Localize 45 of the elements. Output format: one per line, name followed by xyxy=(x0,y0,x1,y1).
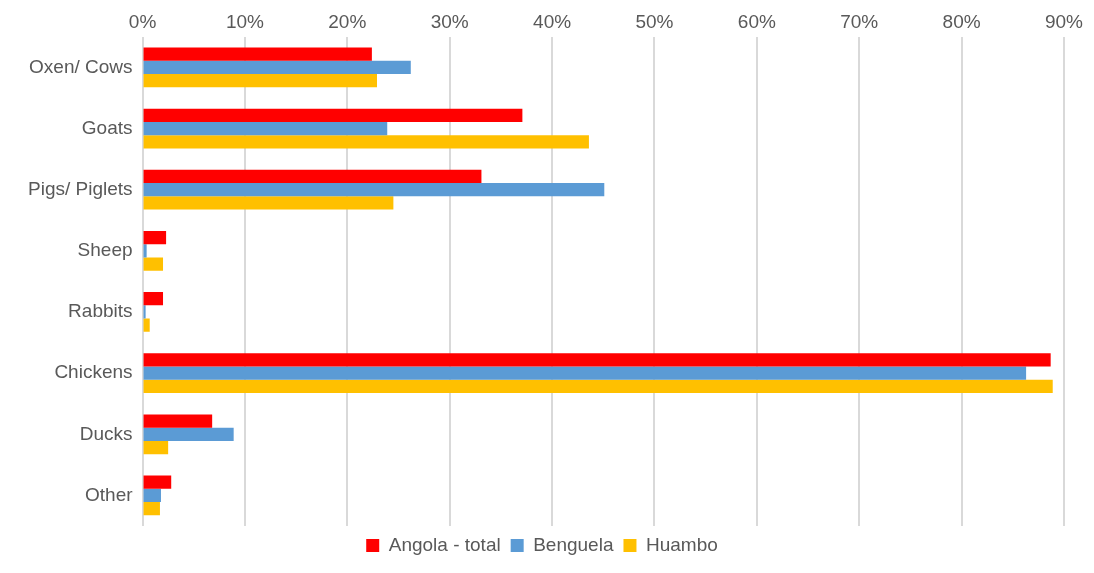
bar xyxy=(143,379,1053,393)
bar xyxy=(143,169,482,184)
bar xyxy=(143,318,150,332)
bar xyxy=(143,121,388,136)
legend-label: Benguela xyxy=(533,533,614,555)
y-tick-label: Goats xyxy=(81,116,133,138)
legend-label: Angola - total xyxy=(388,533,501,555)
x-tick-label: 60% xyxy=(737,10,776,32)
y-tick-label: Oxen/ Cows xyxy=(29,55,133,77)
bar xyxy=(143,257,164,271)
bar xyxy=(143,353,1051,367)
bar xyxy=(143,47,372,61)
bar xyxy=(143,292,164,306)
x-tick-label: 20% xyxy=(328,10,367,32)
bar xyxy=(143,108,523,122)
legend-label: Huambo xyxy=(645,533,718,555)
bar xyxy=(143,366,1027,380)
bar xyxy=(143,502,160,516)
y-tick-label: Chickens xyxy=(54,361,133,383)
x-tick-label: 10% xyxy=(225,10,265,32)
x-tick-label: 70% xyxy=(840,10,879,32)
bar xyxy=(143,440,169,455)
x-tick-label: 50% xyxy=(635,10,674,32)
bar xyxy=(143,74,377,88)
x-tick-label: 40% xyxy=(533,10,572,32)
bar xyxy=(143,196,394,210)
x-tick-label: 0% xyxy=(128,10,157,32)
y-tick-label: Other xyxy=(85,483,134,505)
bar xyxy=(143,414,213,428)
bar xyxy=(143,230,167,245)
x-tick-label: 90% xyxy=(1044,10,1084,32)
x-tick-label: 80% xyxy=(942,10,981,32)
bar xyxy=(143,305,146,319)
bar xyxy=(143,475,172,489)
bar xyxy=(143,135,589,149)
bar xyxy=(143,244,147,258)
bar xyxy=(143,488,161,503)
y-tick-label: Pigs/ Piglets xyxy=(28,177,133,199)
y-tick-label: Rabbits xyxy=(68,300,133,322)
x-tick-label: 30% xyxy=(430,10,469,32)
y-tick-label: Ducks xyxy=(79,422,133,444)
y-tick-label: Sheep xyxy=(77,239,133,261)
bar xyxy=(143,427,234,441)
bar xyxy=(143,183,605,197)
bar xyxy=(143,60,411,74)
